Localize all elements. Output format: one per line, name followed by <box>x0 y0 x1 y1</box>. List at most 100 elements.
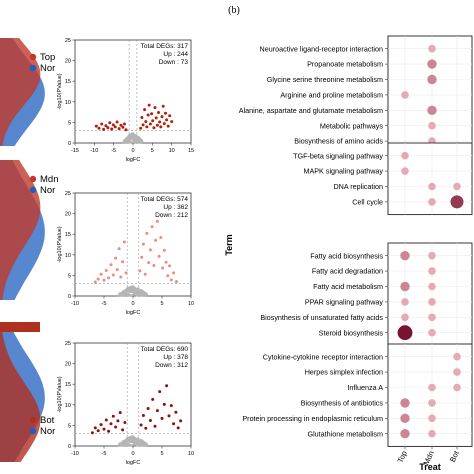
point-sig <box>150 112 154 116</box>
dot-mark <box>428 267 436 275</box>
x-tick-label: -5 <box>111 148 116 154</box>
point-ns <box>132 442 136 446</box>
point-sig <box>157 111 160 114</box>
dot-mark <box>400 251 410 261</box>
term-group: Cytokine-cytokine receptor interaction He… <box>242 343 473 447</box>
dot-mark <box>427 74 437 85</box>
term-label: Metabolic pathways <box>320 121 384 130</box>
point-sig <box>114 425 118 429</box>
point-sig <box>162 402 166 406</box>
point-sig <box>104 124 108 128</box>
point-sig <box>144 426 148 430</box>
point-sig <box>115 120 119 124</box>
point-sig <box>123 421 127 424</box>
point-sig <box>153 424 157 428</box>
point-sig <box>169 278 173 282</box>
term-label: Cell cycle <box>352 198 383 207</box>
term-label: TGF-beta signaling pathway <box>293 151 383 160</box>
deg-stat-label: Down : 73 <box>159 59 189 66</box>
point-sig <box>140 255 144 259</box>
dot-mark <box>427 59 437 69</box>
point-ns <box>126 439 129 443</box>
point-sig <box>96 277 100 281</box>
point-ns <box>136 137 140 140</box>
group-frame <box>387 343 473 447</box>
dot-mark <box>401 298 409 306</box>
dot-mark <box>428 328 436 337</box>
y-axis-label: -log10(PValue) <box>57 376 63 412</box>
term-label: Influenza A <box>347 383 383 392</box>
point-ns <box>139 140 142 143</box>
point-sig <box>140 116 144 119</box>
point-sig <box>102 427 106 431</box>
point-sig <box>143 108 147 112</box>
point-sig <box>161 104 165 108</box>
dot-mark <box>401 313 409 322</box>
point-ns <box>126 289 129 293</box>
term-group: TGF-beta signaling pathway MAPK signaling… <box>293 142 473 216</box>
dot-mark <box>428 121 436 130</box>
y-tick-label: 15 <box>65 382 71 388</box>
y-axis-label: -log10(PValue) <box>57 226 63 262</box>
y-tick-label: 0 <box>68 294 71 300</box>
term-label: Neuroactive ligand-receptor interaction <box>260 44 383 53</box>
term-group: Fatty acid biosynthesis Fatty acid degrad… <box>260 242 473 346</box>
point-ns <box>143 293 146 296</box>
dot-mark <box>428 251 436 260</box>
x-tick-label: -10 <box>71 451 79 457</box>
point-sig <box>145 231 149 235</box>
term-label: Alanine, aspartate and glutamate metabol… <box>239 106 383 115</box>
legend-label: Nor <box>40 426 55 437</box>
point-sig <box>154 238 158 242</box>
dot-mark <box>453 352 461 361</box>
point-sig <box>152 264 156 267</box>
point-sig <box>150 225 154 229</box>
point-sig <box>138 269 142 273</box>
point-sig <box>147 103 151 107</box>
y-tick-label: 25 <box>65 341 71 347</box>
point-ns <box>136 287 140 290</box>
point-sig <box>172 422 176 426</box>
plot-frame <box>74 39 192 144</box>
volcano-panels: -15 -10 -5 0 5 10 15 0 5 10 15 20 25 logFC -log10(PVal… <box>57 38 194 466</box>
dot-mark <box>400 429 410 439</box>
y-tick-label: 15 <box>65 79 71 85</box>
term-label: Glutathione metabolism <box>307 429 383 438</box>
point-sig <box>165 384 169 388</box>
point-sig <box>161 266 165 270</box>
density-curve-mdn <box>0 160 41 300</box>
dot-mark <box>428 298 436 306</box>
term-label: Biosynthesis of antibiotics <box>301 399 384 408</box>
panel-label: (b) <box>228 5 240 16</box>
point-sig <box>99 272 103 276</box>
point-ns <box>117 444 121 447</box>
point-sig <box>117 247 121 251</box>
legend-swatch <box>29 64 37 72</box>
point-sig <box>119 123 123 127</box>
point-sig <box>118 411 122 415</box>
point-sig <box>176 426 180 430</box>
point-sig <box>124 271 128 275</box>
point-sig <box>107 429 111 433</box>
point-ns <box>139 290 142 293</box>
point-sig <box>121 260 125 264</box>
point-sig <box>108 121 112 125</box>
y-tick-label: 0 <box>68 141 71 147</box>
point-sig <box>169 404 173 408</box>
point-sig <box>113 125 117 129</box>
point-sig <box>121 428 125 432</box>
point-sig <box>111 123 115 127</box>
point-sig <box>148 248 152 252</box>
y-axis-label: Term <box>224 234 234 255</box>
point-sig <box>159 125 163 129</box>
y-tick-label: 20 <box>65 212 71 218</box>
point-sig <box>168 264 171 268</box>
point-sig <box>90 431 94 435</box>
x-axis-label: logFC <box>126 157 141 163</box>
legend-label: Nor <box>40 185 55 196</box>
point-sig <box>151 397 155 401</box>
legend-label: Bot <box>40 415 55 426</box>
point-sig <box>166 274 170 278</box>
